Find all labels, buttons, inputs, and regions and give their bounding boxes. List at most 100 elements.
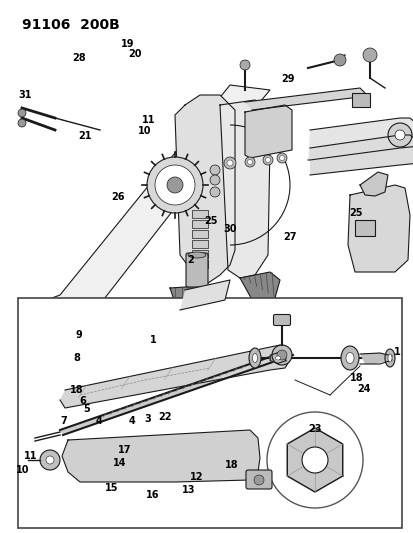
Polygon shape bbox=[359, 172, 387, 196]
Circle shape bbox=[244, 157, 254, 167]
Circle shape bbox=[154, 165, 195, 205]
Polygon shape bbox=[347, 185, 409, 272]
Polygon shape bbox=[270, 353, 285, 364]
Text: 24: 24 bbox=[357, 384, 370, 394]
Bar bbox=[18, 298, 401, 528]
Text: 19: 19 bbox=[121, 39, 134, 49]
Ellipse shape bbox=[387, 354, 391, 362]
Circle shape bbox=[271, 345, 291, 365]
Bar bbox=[192, 240, 207, 248]
Polygon shape bbox=[62, 430, 259, 482]
Text: 23: 23 bbox=[307, 424, 320, 434]
Text: 13: 13 bbox=[181, 486, 195, 495]
Text: 16: 16 bbox=[146, 490, 159, 499]
Text: 29: 29 bbox=[280, 74, 294, 84]
Text: 14: 14 bbox=[113, 458, 126, 467]
Text: 9: 9 bbox=[75, 330, 82, 340]
Text: 6: 6 bbox=[79, 396, 86, 406]
Text: 10: 10 bbox=[138, 126, 151, 135]
Text: 8: 8 bbox=[73, 353, 80, 363]
Text: 1: 1 bbox=[150, 335, 156, 345]
Text: 15: 15 bbox=[105, 483, 118, 492]
Text: 11: 11 bbox=[142, 115, 155, 125]
Polygon shape bbox=[180, 280, 230, 310]
Polygon shape bbox=[240, 272, 279, 305]
Ellipse shape bbox=[248, 348, 260, 368]
Bar bbox=[354, 220, 374, 236]
Polygon shape bbox=[20, 85, 269, 330]
Circle shape bbox=[262, 155, 272, 165]
Polygon shape bbox=[307, 118, 413, 160]
Text: 18: 18 bbox=[349, 374, 363, 383]
Circle shape bbox=[209, 175, 219, 185]
Circle shape bbox=[265, 157, 270, 163]
Circle shape bbox=[226, 160, 233, 166]
Circle shape bbox=[147, 157, 202, 213]
Polygon shape bbox=[359, 353, 391, 364]
FancyBboxPatch shape bbox=[245, 470, 271, 489]
Polygon shape bbox=[175, 95, 235, 285]
Ellipse shape bbox=[188, 252, 206, 258]
Circle shape bbox=[394, 130, 404, 140]
Text: 7: 7 bbox=[61, 416, 67, 426]
Text: 4: 4 bbox=[128, 416, 135, 426]
Text: 17: 17 bbox=[117, 446, 131, 455]
Circle shape bbox=[362, 48, 376, 62]
Circle shape bbox=[240, 60, 249, 70]
Circle shape bbox=[209, 187, 219, 197]
Circle shape bbox=[276, 153, 286, 163]
Text: 25: 25 bbox=[349, 208, 362, 218]
Polygon shape bbox=[60, 345, 289, 408]
Bar bbox=[192, 220, 207, 228]
Circle shape bbox=[46, 456, 54, 464]
Text: 25: 25 bbox=[204, 216, 217, 226]
Text: 1: 1 bbox=[393, 347, 400, 357]
Polygon shape bbox=[170, 285, 224, 315]
Text: 5: 5 bbox=[83, 405, 90, 414]
Bar bbox=[192, 230, 207, 238]
Polygon shape bbox=[244, 88, 367, 110]
Text: 30: 30 bbox=[223, 224, 236, 234]
Text: 91106  200B: 91106 200B bbox=[22, 18, 119, 32]
Text: 28: 28 bbox=[72, 53, 85, 62]
Circle shape bbox=[276, 350, 286, 360]
Ellipse shape bbox=[340, 346, 358, 370]
Circle shape bbox=[301, 447, 327, 473]
Text: 20: 20 bbox=[128, 50, 141, 59]
Bar bbox=[192, 250, 207, 258]
Bar bbox=[351, 93, 369, 107]
Text: 2: 2 bbox=[187, 255, 193, 265]
Polygon shape bbox=[287, 428, 342, 492]
Circle shape bbox=[247, 159, 252, 165]
Circle shape bbox=[18, 119, 26, 127]
Text: 10: 10 bbox=[16, 465, 29, 475]
Circle shape bbox=[266, 412, 362, 508]
Ellipse shape bbox=[384, 349, 394, 367]
Circle shape bbox=[166, 177, 183, 193]
FancyBboxPatch shape bbox=[185, 253, 207, 287]
Text: 3: 3 bbox=[145, 414, 151, 424]
Circle shape bbox=[18, 109, 26, 117]
Circle shape bbox=[333, 54, 345, 66]
Text: 4: 4 bbox=[96, 416, 102, 426]
Polygon shape bbox=[244, 105, 291, 158]
Text: 27: 27 bbox=[282, 232, 296, 242]
Circle shape bbox=[387, 123, 411, 147]
Circle shape bbox=[40, 450, 60, 470]
Polygon shape bbox=[60, 350, 292, 435]
Ellipse shape bbox=[345, 352, 353, 364]
Text: 11: 11 bbox=[24, 451, 38, 461]
Circle shape bbox=[254, 475, 263, 485]
Text: 12: 12 bbox=[190, 472, 203, 482]
Text: 21: 21 bbox=[78, 131, 91, 141]
Text: 22: 22 bbox=[158, 412, 171, 422]
Bar bbox=[192, 210, 207, 218]
Text: 26: 26 bbox=[111, 192, 124, 202]
Ellipse shape bbox=[252, 353, 257, 362]
Ellipse shape bbox=[275, 356, 280, 360]
Text: 18: 18 bbox=[225, 461, 238, 470]
Polygon shape bbox=[219, 100, 269, 278]
Circle shape bbox=[279, 156, 284, 160]
Circle shape bbox=[223, 157, 235, 169]
Bar bbox=[192, 260, 207, 268]
